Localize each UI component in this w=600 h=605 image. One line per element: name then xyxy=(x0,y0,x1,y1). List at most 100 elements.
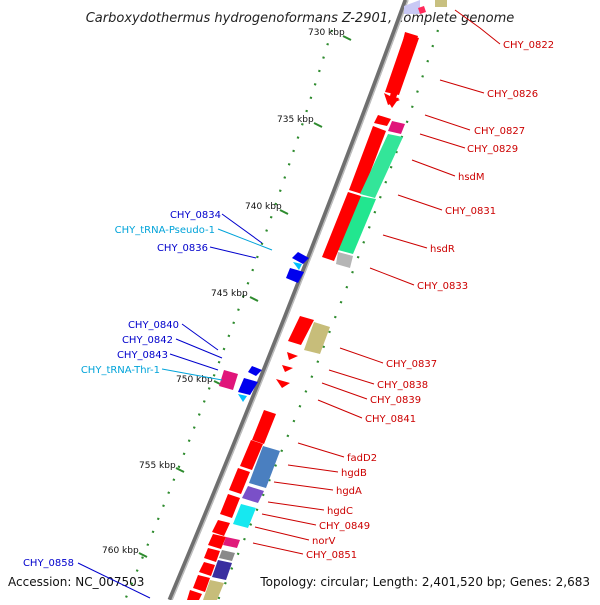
leader-line xyxy=(369,267,415,286)
trna-feature xyxy=(404,0,420,14)
leader-line xyxy=(252,542,304,555)
tick-mark xyxy=(249,296,259,302)
cds-feature xyxy=(233,504,256,528)
cds-feature xyxy=(240,440,263,470)
tick-label: 750 kbp xyxy=(176,375,213,385)
cds-feature xyxy=(219,550,235,561)
right-leader-lines xyxy=(252,9,501,555)
gene-label[interactable]: CHY_0843 xyxy=(117,350,168,361)
leader-line xyxy=(221,213,263,244)
cds-feature xyxy=(322,192,361,261)
tick-mark xyxy=(138,552,148,558)
tick-label: 760 kbp xyxy=(102,546,139,556)
cds-feature xyxy=(338,196,376,254)
gene-label[interactable]: hsdM xyxy=(458,172,485,183)
gene-label[interactable]: CHY_0858 xyxy=(23,558,74,569)
cds-feature xyxy=(212,560,232,580)
cds-feature xyxy=(219,370,238,390)
cds-feature xyxy=(288,316,314,345)
cds-feature xyxy=(385,96,399,108)
tick-mark xyxy=(175,467,185,473)
gene-label[interactable]: fadD2 xyxy=(347,453,377,464)
cds-feature xyxy=(229,468,250,494)
gene-label[interactable]: CHY_0834 xyxy=(170,210,221,221)
cds-feature xyxy=(199,562,215,576)
gene-label[interactable]: CHY_0837 xyxy=(386,359,437,370)
gene-label[interactable]: CHY_0849 xyxy=(319,521,370,532)
reverse-strand-track xyxy=(219,252,309,402)
leader-line xyxy=(254,526,310,541)
genome-backbone xyxy=(167,0,409,601)
gene-label[interactable]: CHY_0831 xyxy=(445,206,496,217)
leader-line xyxy=(261,513,317,526)
leader-line xyxy=(424,114,471,131)
cds-feature xyxy=(203,580,224,600)
tick-label: 730 kbp xyxy=(308,28,345,38)
tick-label: 740 kbp xyxy=(245,202,282,212)
tick-mark xyxy=(279,209,289,215)
gene-label[interactable]: CHY_0842 xyxy=(122,335,173,346)
genome-backbone-highlight xyxy=(171,0,409,601)
gene-label[interactable]: hgdA xyxy=(336,486,362,497)
cds-feature xyxy=(238,378,258,395)
tick-labels: 730 kbp 735 kbp 740 kbp 745 kbp 750 kbp … xyxy=(102,28,345,556)
leader-line xyxy=(217,228,273,251)
cds-feature xyxy=(388,121,405,134)
leader-line xyxy=(273,481,334,491)
cds-feature xyxy=(204,548,220,562)
cds-feature xyxy=(336,252,353,268)
cds-feature xyxy=(208,534,226,549)
leader-line xyxy=(161,368,223,381)
inner-tick-ring xyxy=(216,29,440,601)
cds-feature xyxy=(360,134,403,198)
cds-feature xyxy=(286,268,304,283)
gene-label[interactable]: CHY_0851 xyxy=(306,550,357,561)
cds-feature xyxy=(349,126,386,194)
cds-feature xyxy=(248,366,262,376)
leader-line xyxy=(181,323,219,351)
cds-feature xyxy=(187,590,202,600)
gene-label[interactable]: hsdR xyxy=(430,244,455,255)
leader-line xyxy=(411,159,456,177)
map-title: Carboxydothermus hydrogenoformans Z-2901… xyxy=(86,11,515,26)
leader-line xyxy=(169,353,219,371)
trna-feature xyxy=(238,394,247,402)
gene-label[interactable]: hgdB xyxy=(341,468,367,479)
accession-text: Accession: NC_007503 xyxy=(8,575,144,589)
trna-label[interactable]: CHY_tRNA-Thr-1 xyxy=(81,365,160,376)
trna-feature xyxy=(293,262,302,270)
leader-line xyxy=(439,79,485,94)
tick-label: 755 kbp xyxy=(139,461,176,471)
gene-label[interactable]: CHY_0827 xyxy=(474,126,525,137)
leader-line xyxy=(382,234,428,249)
cds-feature xyxy=(249,446,280,488)
cds-feature xyxy=(282,365,293,372)
gene-label[interactable]: CHY_0829 xyxy=(467,144,518,155)
leader-line xyxy=(317,399,363,419)
leader-line xyxy=(339,347,384,364)
tick-mark xyxy=(342,35,352,41)
left-leader-lines xyxy=(77,213,273,599)
gene-label[interactable]: CHY_0836 xyxy=(157,243,208,254)
cds-feature xyxy=(435,0,447,7)
gene-label[interactable]: norV xyxy=(312,536,336,547)
leader-line xyxy=(419,133,466,149)
leader-line xyxy=(77,562,151,599)
cds-feature xyxy=(385,34,419,95)
leader-line xyxy=(175,338,223,359)
gene-label[interactable]: hgdC xyxy=(327,506,353,517)
gene-label[interactable]: CHY_0833 xyxy=(417,281,468,292)
gene-label[interactable]: CHY_0822 xyxy=(503,40,554,51)
cds-feature xyxy=(287,352,298,360)
gene-label[interactable]: CHY_0841 xyxy=(365,414,416,425)
gene-label[interactable]: CHY_0840 xyxy=(128,320,179,331)
leader-line xyxy=(297,442,345,458)
forward-strand-track xyxy=(187,32,419,600)
left-labels: CHY_0834 CHY_tRNA-Pseudo-1 CHY_0836 CHY_… xyxy=(23,210,221,569)
trna-label[interactable]: CHY_tRNA-Pseudo-1 xyxy=(115,225,215,236)
gene-label[interactable]: CHY_0839 xyxy=(370,395,421,406)
gene-label[interactable]: CHY_0826 xyxy=(487,89,538,100)
gene-label[interactable]: CHY_0838 xyxy=(377,380,428,391)
